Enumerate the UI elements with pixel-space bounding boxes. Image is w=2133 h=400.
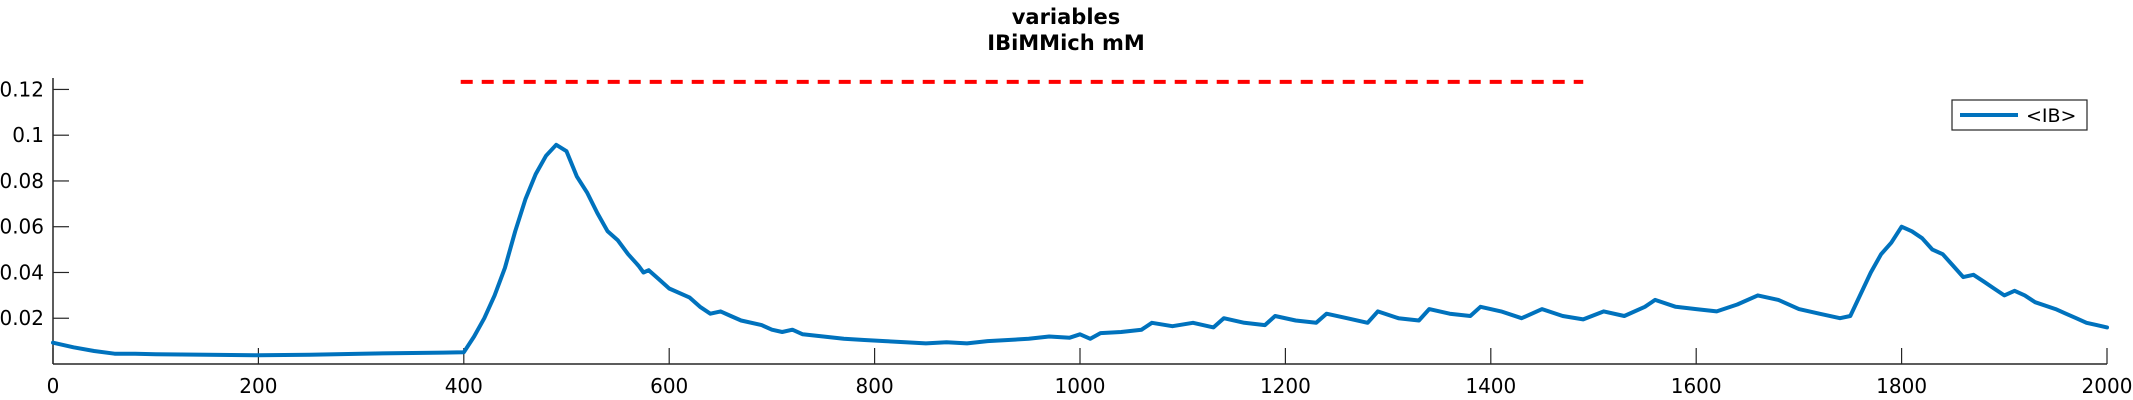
y-tick-label: 0.1 (12, 123, 44, 147)
y-tick-label: 0.04 (0, 260, 44, 284)
x-tick-label: 400 (445, 374, 483, 398)
x-tick-label: 1000 (1055, 374, 1106, 398)
axes: 0 200 400 600 800 1000 1200 1400 1600 1800 2000 0.0… (0, 77, 2132, 398)
x-tick-label: 1800 (1876, 374, 1927, 398)
y-tick-label: 0.06 (0, 215, 44, 239)
series-layer (51, 142, 2109, 358)
y-tick-label: 0.12 (0, 77, 44, 101)
x-tick-label: 600 (650, 374, 688, 398)
chart-title: variables (1012, 5, 1121, 29)
legend: <IB> (1951, 99, 2088, 131)
legend-box (1951, 99, 2088, 131)
x-tick-label: 1200 (1260, 374, 1311, 398)
y-tick-label: 0.02 (0, 306, 44, 330)
x-tick-label: 1400 (1465, 374, 1516, 398)
x-tick-label: 800 (856, 374, 894, 398)
x-tick-label: 200 (239, 374, 277, 398)
legend-label: <IB> (2026, 105, 2076, 127)
y-tick-label: 0.08 (0, 169, 44, 193)
x-tick-label: 2000 (2082, 374, 2133, 398)
x-tick-label: 0 (47, 374, 60, 398)
chart-subtitle: IBiMMich mM (987, 31, 1145, 55)
x-tick-label: 1600 (1671, 374, 1722, 398)
series-line-ib (51, 142, 2109, 358)
